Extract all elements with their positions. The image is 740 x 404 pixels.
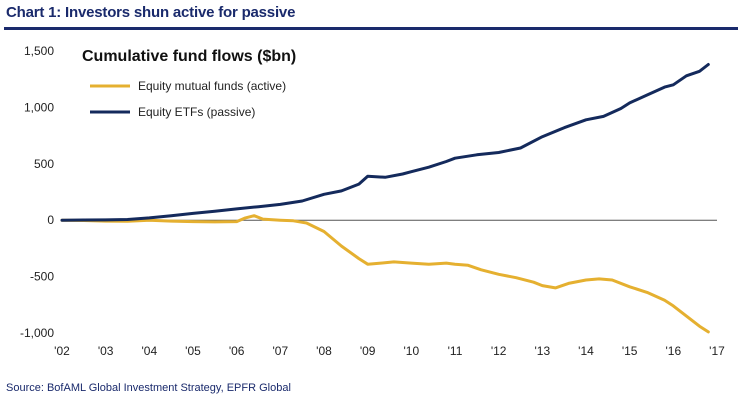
x-tick-label: '12	[491, 344, 507, 358]
x-tick-label: '07	[273, 344, 289, 358]
active-funds-line	[60, 214, 710, 334]
title-rule	[4, 27, 738, 30]
x-tick-label: '09	[360, 344, 376, 358]
x-tick-label: '11	[448, 344, 463, 358]
chart-series	[60, 63, 710, 334]
chart-title: Cumulative fund flows ($bn)	[82, 48, 296, 65]
x-tick-label: '10	[404, 344, 420, 358]
x-tick-label: '13	[535, 344, 551, 358]
y-tick-label: -1,000	[20, 326, 54, 340]
y-tick-label: -500	[30, 270, 54, 284]
y-tick-label: 500	[34, 157, 54, 171]
x-tick-label: '06	[229, 344, 245, 358]
chart-legend: Equity mutual funds (active) Equity ETFs …	[90, 79, 286, 119]
x-tick-label: '04	[142, 344, 158, 358]
x-tick-label: '08	[316, 344, 332, 358]
x-tick-label: '02	[54, 344, 70, 358]
x-tick-label: '03	[98, 344, 114, 358]
legend-label: Equity mutual funds (active)	[138, 79, 286, 93]
x-tick-label: '16	[666, 344, 682, 358]
chart-axes: -1,000 -500 0 500 1,000 1,500 '02 '03 '04 '05 '06 '…	[20, 44, 725, 358]
x-tick-label: '14	[578, 344, 594, 358]
y-tick-label: 0	[47, 213, 54, 227]
x-tick-label: '05	[185, 344, 201, 358]
y-tick-label: 1,500	[24, 44, 54, 58]
chart-heading: Chart 1: Investors shun active for passi…	[6, 4, 296, 21]
passive-etfs-line	[60, 63, 710, 222]
source-note: Source: BofAML Global Investment Strateg…	[6, 382, 291, 394]
x-tick-label: '15	[622, 344, 638, 358]
x-tick-label: '17	[709, 344, 725, 358]
y-tick-label: 1,000	[24, 100, 54, 114]
legend-label: Equity ETFs (passive)	[138, 105, 255, 119]
